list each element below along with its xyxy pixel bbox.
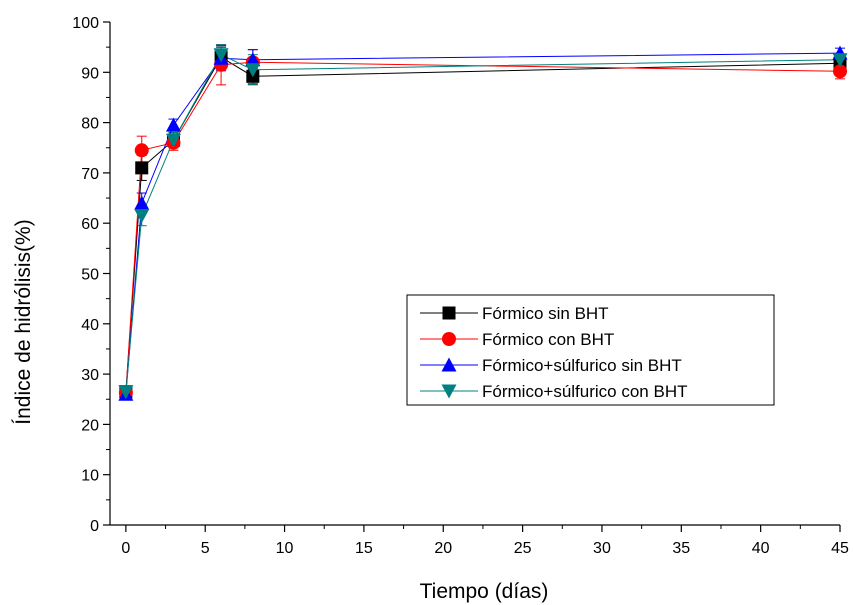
legend: Fórmico sin BHT Fórmico con BHT Fórmico+sú… [406, 294, 775, 406]
y-tick-label: 10 [81, 468, 99, 485]
data-point [134, 143, 149, 158]
data-point [832, 53, 848, 68]
y-tick-label: 100 [72, 15, 99, 32]
legend-marker [441, 357, 457, 372]
x-tick-label: 40 [752, 540, 770, 557]
legend-marker [442, 306, 456, 320]
y-tick-label: 80 [81, 116, 99, 133]
x-tick-label: 5 [201, 540, 210, 557]
y-tick-label: 40 [81, 317, 99, 334]
data-point [118, 385, 134, 400]
data-point [165, 133, 181, 148]
data-point [245, 63, 261, 78]
series-line [125, 61, 841, 393]
y-tick-label: 70 [81, 166, 99, 183]
y-tick-label: 30 [81, 367, 99, 384]
data-point [213, 48, 229, 63]
legend-marker [441, 384, 457, 399]
y-tick-label: 0 [90, 518, 99, 535]
x-tick-label: 10 [276, 540, 294, 557]
series-line [125, 52, 841, 395]
legend-label: Fórmico sin BHT [482, 304, 609, 323]
series-markers [118, 45, 848, 401]
x-tick-label: 0 [121, 540, 130, 557]
x-tick-label: 20 [434, 540, 452, 557]
x-tick-label: 25 [514, 540, 532, 557]
legend-label: Fórmico con BHT [482, 330, 614, 349]
data-point [134, 195, 150, 210]
legend-marker [442, 332, 456, 346]
x-tick-label: 35 [672, 540, 690, 557]
x-tick-label: 45 [831, 540, 849, 557]
legend-label: Fórmico+súlfurico sin BHT [482, 356, 682, 375]
data-point [245, 52, 261, 67]
y-tick-label: 90 [81, 65, 99, 82]
x-tick-label: 15 [355, 540, 373, 557]
data-point [165, 117, 181, 132]
data-point [134, 209, 150, 224]
data-point [135, 161, 149, 175]
x-axis-title: Tiempo (días) [420, 580, 549, 603]
x-tick-label: 30 [593, 540, 611, 557]
axes: 0 10 20 30 40 50 60 70 80 90 100 0 5 10 15 20 25 30 35 40 45 [72, 15, 849, 557]
series-line [125, 54, 841, 392]
y-tick-label: 60 [81, 216, 99, 233]
legend-items: Fórmico sin BHT Fórmico con BHT Fórmico+sú… [420, 304, 687, 401]
data-point [833, 64, 847, 79]
y-axis-title: Índice de hidrólisis(%) [12, 219, 35, 424]
y-tick-label: 50 [81, 267, 99, 284]
legend-label: Fórmico+súlfurico con BHT [482, 382, 687, 401]
y-tick-label: 20 [81, 417, 99, 434]
